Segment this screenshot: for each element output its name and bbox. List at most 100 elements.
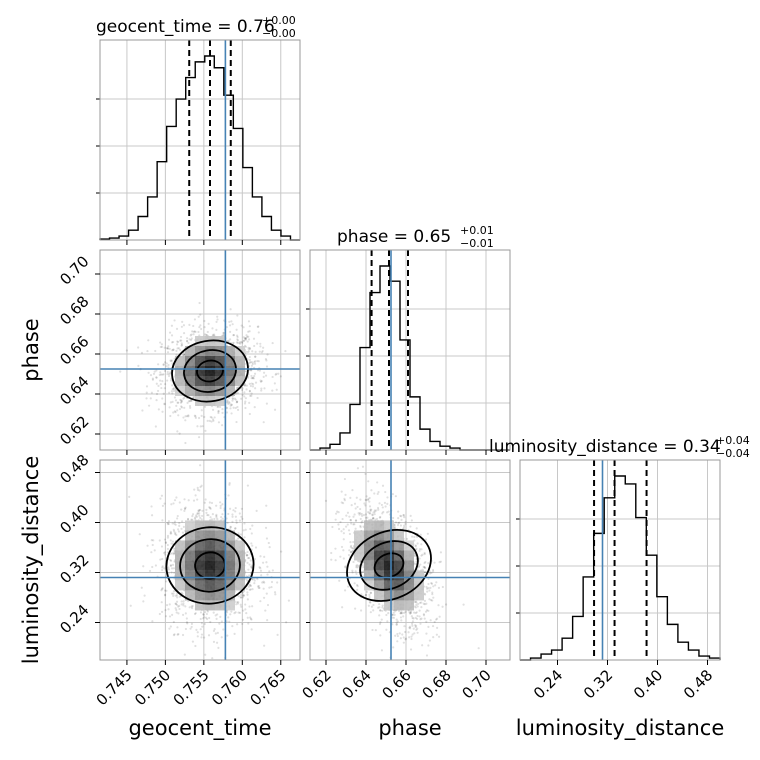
sample-point (413, 605, 416, 608)
sample-point (180, 400, 183, 404)
sample-point (206, 330, 209, 334)
sample-point (250, 382, 253, 385)
sample-point (180, 339, 183, 342)
sample-point (441, 605, 444, 608)
sample-point (175, 496, 178, 499)
sample-point (185, 617, 188, 620)
sample-point (261, 561, 265, 564)
sample-point (197, 436, 201, 439)
sample-point (368, 595, 371, 599)
sample-point (225, 325, 228, 329)
sample-point (439, 560, 442, 563)
sample-point (257, 331, 260, 334)
sample-point (386, 620, 389, 623)
sample-point (204, 498, 207, 501)
sample-point (209, 620, 212, 624)
sample-point (179, 335, 183, 339)
sample-point (360, 512, 363, 516)
sample-point (204, 333, 207, 336)
sample-point (180, 527, 183, 530)
sample-point (228, 400, 231, 404)
sample-point (195, 455, 197, 457)
sample-point (244, 528, 247, 531)
sample-point (416, 631, 419, 634)
sample-point (247, 556, 251, 560)
sample-point (192, 330, 195, 333)
sample-point (173, 549, 176, 552)
sample-point (163, 502, 166, 505)
sample-point (360, 514, 364, 517)
sample-point (248, 382, 251, 385)
sample-point (427, 577, 430, 581)
sample-point (231, 397, 234, 400)
sample-point (409, 525, 412, 528)
sample-point (265, 537, 269, 540)
sample-point (414, 616, 417, 619)
sample-point (205, 333, 208, 337)
sample-point (349, 540, 352, 544)
sample-point (215, 514, 218, 518)
sample-point (395, 618, 398, 621)
sample-point (161, 587, 164, 590)
sample-point (184, 612, 187, 615)
sample-point (356, 583, 359, 587)
sample-point (229, 338, 232, 341)
sample-point (160, 588, 164, 591)
sample-point (241, 596, 245, 599)
sample-point (253, 362, 257, 365)
sample-point (393, 526, 396, 530)
sample-point (414, 625, 417, 629)
sample-point (418, 547, 422, 551)
sample-point (215, 328, 218, 331)
sample-point (165, 603, 169, 607)
density-cell (225, 600, 235, 611)
sample-point (437, 586, 441, 589)
sample-point (260, 574, 263, 577)
sample-point (241, 622, 244, 625)
sample-point (201, 425, 204, 428)
sample-point (250, 628, 253, 631)
sample-point (178, 595, 181, 598)
density-cell (185, 366, 195, 376)
sample-point (415, 628, 418, 631)
density-cell (205, 520, 215, 531)
sample-point (246, 484, 250, 487)
sample-point (236, 602, 239, 605)
sample-point (344, 525, 348, 528)
sample-point (188, 338, 191, 341)
sample-point (198, 489, 201, 492)
sample-point (396, 620, 399, 623)
sample-point (161, 410, 164, 413)
sample-point (199, 516, 202, 519)
sample-point (415, 603, 418, 606)
sample-point (343, 589, 347, 592)
sample-point (242, 609, 245, 612)
sample-point (397, 522, 400, 525)
sample-point (241, 594, 245, 597)
sample-point (200, 622, 203, 625)
sample-point (174, 410, 177, 414)
sample-point (340, 530, 343, 533)
sample-point (240, 596, 243, 599)
sample-point (393, 524, 396, 527)
sample-point (216, 631, 219, 634)
scatter-panel-geocent_time-phase (99, 249, 301, 457)
sample-point (427, 587, 430, 590)
sample-point (233, 632, 236, 635)
sample-point (264, 358, 268, 361)
sample-point (344, 566, 347, 569)
sample-point (158, 539, 161, 542)
sample-point (334, 547, 337, 550)
sample-point (381, 506, 384, 509)
density-cell (205, 570, 215, 581)
sample-point (409, 611, 412, 615)
sample-point (396, 634, 399, 638)
sample-point (249, 584, 252, 588)
sample-point (165, 365, 168, 368)
sample-point (416, 627, 419, 630)
sample-point (273, 408, 277, 411)
sample-point (253, 372, 257, 375)
sample-point (265, 359, 268, 362)
sample-point (257, 325, 260, 328)
sample-point (253, 557, 257, 561)
